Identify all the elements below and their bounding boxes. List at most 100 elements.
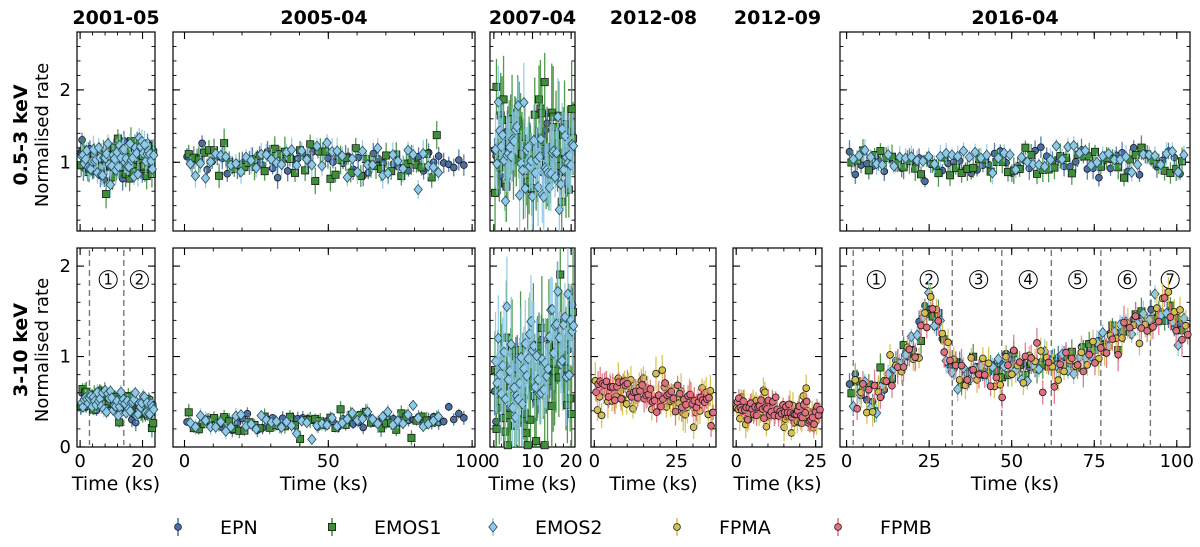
panel-5-top-emos2-point (1150, 150, 1160, 162)
panel-1-bottom-emos2-point (433, 411, 444, 423)
panel-2-bottom-emos2-point (558, 318, 569, 331)
legend-fpmb-marker (834, 523, 842, 531)
panel-1-bottom-emos2-point (226, 421, 236, 433)
panel-5-segment-marker (1117, 270, 1137, 290)
panel-1-bottom-emos1-point (184, 408, 193, 417)
panel-3-bottom-fpmb-point (671, 407, 680, 416)
panel-0-top-emos2-point (86, 163, 96, 175)
panel-3-bottom-fpma-point (622, 400, 631, 408)
panel-0-bottom-emos1-point (149, 419, 158, 428)
panel-1-top-emos2-point (276, 158, 287, 171)
panel-1-top-emos1-point (432, 131, 441, 140)
panel-0-segment-marker (98, 270, 118, 290)
panel-2-bottom-emos2-point (543, 363, 553, 375)
panel-5-top-emos2-point (860, 144, 870, 156)
panel-1-top-epn-point (455, 156, 463, 164)
panel-5-bottom-fpmb-point (998, 393, 1006, 402)
panel-5-top-emos2-point (1144, 149, 1154, 161)
panel-5-x-tick-label: 0 (841, 451, 852, 472)
panel-5-top-emos1-point (934, 169, 943, 178)
legend-fpma-label: FPMA (719, 517, 771, 539)
panel-5-segment-label: 4 (1023, 271, 1033, 289)
panel-2-top-emos2-point (568, 140, 579, 152)
panel-5-segment-marker (1018, 270, 1038, 290)
panel-4-bottom-fpma-point (802, 384, 811, 392)
panel-0-segment-label: 1 (103, 271, 113, 289)
panel-0-top-emos1-point (102, 190, 111, 199)
bottom-band-label: 3-10 keV (10, 303, 32, 397)
panel-1-bottom-emos2-point (307, 433, 317, 445)
panel-5-bottom-fpma-point (1077, 348, 1086, 357)
panel-1-top-emos2-point (246, 154, 256, 167)
panel-2-bottom-emos1-point (540, 441, 549, 450)
panel-5-segment-label: 6 (1122, 271, 1132, 289)
panel-3-bottom-frame (590, 247, 717, 448)
panel-5-bottom-fpmb-point (1154, 317, 1163, 326)
panel-5-top-emos2-point (1016, 151, 1027, 164)
panel-5-bottom-fpmb-point (1044, 358, 1053, 367)
panel-5-top-frame (839, 31, 1191, 232)
panel-1-top-emos2-point (372, 142, 383, 154)
panel-1-top-emos2-point (251, 162, 261, 174)
panel-5-x-tick-label: 25 (918, 451, 941, 472)
panel-5-bottom-emos2-point (1150, 288, 1160, 300)
panel-1-bottom-emos2-point (251, 423, 261, 435)
panel-5-bottom-fpma-point (1176, 306, 1184, 314)
panel-5-top-emos2-point (866, 151, 876, 163)
panel-5-top-emos1-point (1050, 163, 1059, 172)
panel-5-title: 2016-04 (971, 7, 1058, 29)
legend-emos2-label: EMOS2 (535, 517, 603, 539)
panel-4-bottom-fpmb-point (760, 414, 768, 423)
panel-5-bottom-fpmb-point (1085, 350, 1093, 359)
panel-5-bottom-fpmb-point (870, 381, 879, 390)
panel-1-top-emos2-point (357, 145, 368, 157)
panel-2-bottom-emos2-point (506, 338, 516, 350)
panel-5-bottom-fpmb-point (899, 363, 908, 371)
panel-1-top-emos2-point (291, 159, 302, 171)
top-y-axis-label: Normalised rate (32, 63, 53, 207)
panel-2-bottom-emos1-point (522, 428, 531, 437)
legend: EPN EMOS1 EMOS2 FPMA FPMB (174, 517, 932, 539)
panel-2-top-emos2-point (520, 182, 531, 195)
panel-5-bottom-fpmb-point (980, 371, 989, 379)
panel-1-top-emos2-point (337, 150, 347, 162)
bottom-y-tick-label: 2 (60, 256, 71, 277)
panel-0-top-emos2-point (93, 142, 104, 154)
panel-5-top-emos1-point (864, 166, 873, 175)
panel-2-x-tick-label: 20 (560, 451, 583, 472)
panel-2-bottom-emos2-point (564, 369, 574, 381)
panel-1-bottom-emos2-point (236, 409, 246, 421)
panel-5-top-emos2-point (1156, 158, 1166, 171)
panel-4-bottom-fpmb-point (810, 420, 818, 428)
panel-2-bottom-emos2-point (557, 355, 567, 367)
panel-5-bottom-fpmb-point (992, 373, 1001, 382)
panel-1-top-emos2-point (347, 153, 358, 165)
panel-1-top-emos2-point (388, 149, 398, 161)
panel-5-x-axis-label: Time (ks) (970, 473, 1059, 495)
panel-5-bottom-fpmb-point (946, 356, 954, 365)
panel-5-bottom-emos2-point (953, 383, 963, 395)
panel-5-top-emos2-point (1051, 140, 1062, 152)
panel-5-bottom-fpmb-point (1114, 350, 1122, 359)
panel-5-bottom-fpma-point (1008, 370, 1016, 379)
top-y-tick-label: 2 (60, 80, 71, 101)
panel-5-segment-label: 7 (1165, 271, 1175, 289)
panel-0-x-axis-label: Time (ks) (71, 473, 160, 495)
panel-1-top-emos1-point (306, 140, 315, 149)
panel-5-bottom-fpmb-point (1131, 312, 1140, 320)
panel-2-top-emos2-point (497, 129, 508, 141)
panel-1-x-tick-label: 0 (179, 451, 190, 472)
panel-1-top-emos1-point (417, 163, 426, 172)
panel-2-bottom-emos2-point (568, 320, 579, 332)
panel-1-title: 2005-04 (280, 7, 367, 29)
panel-5-top-emos2-point (947, 149, 957, 161)
panel-5-top-emos2-point (970, 146, 980, 158)
panel-5-bottom-fpmb-point (1004, 361, 1012, 369)
panel-5-top-emos2-point (889, 160, 899, 172)
panel-1-bottom-emos2-point (195, 410, 206, 422)
panel-4-bottom-fpmb-point (802, 397, 811, 406)
panel-5-bottom-fpmb-point (911, 353, 919, 362)
panel-4-x-tick-label: 25 (804, 451, 827, 472)
panel-5-bottom-fpma-point (1054, 376, 1063, 384)
